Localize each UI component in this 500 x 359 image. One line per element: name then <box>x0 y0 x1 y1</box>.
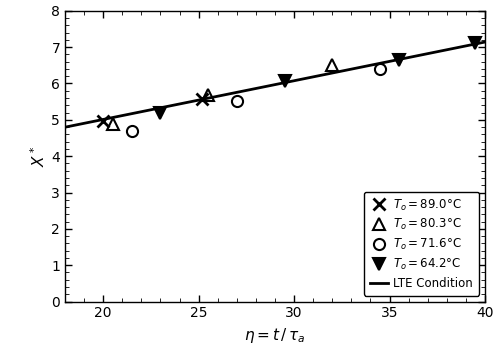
LTE Condition <box>430 50 436 55</box>
LTE Condition <box>52 127 59 131</box>
LTE Condition <box>318 73 324 78</box>
LTE Condition <box>459 45 465 49</box>
LTE Condition <box>54 127 60 131</box>
X-axis label: $\eta = t \, / \, \tau_a$: $\eta = t \, / \, \tau_a$ <box>244 326 306 345</box>
Y-axis label: $X^*$: $X^*$ <box>30 145 48 167</box>
LTE Condition <box>320 73 326 77</box>
Legend: $T_o = 89.0$°C, $T_o = 80.3$°C, $T_o = 71.6$°C, $T_o = 64.2$°C, LTE Condition: $T_o = 89.0$°C, $T_o = 80.3$°C, $T_o = 7… <box>364 192 479 296</box>
Line: LTE Condition: LTE Condition <box>56 38 500 129</box>
LTE Condition <box>327 71 333 76</box>
